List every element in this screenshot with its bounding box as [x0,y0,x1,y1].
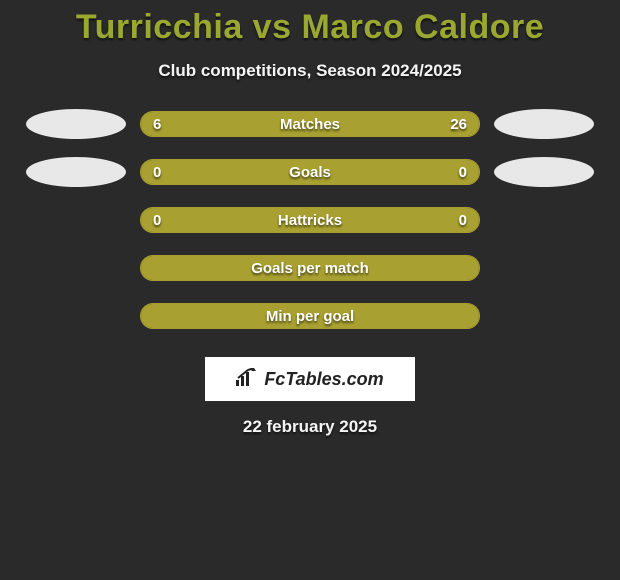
stat-value-right: 0 [459,208,467,232]
left-oval [26,109,126,139]
stat-label: Hattricks [141,208,479,232]
stat-bar: 0Goals0 [140,159,480,185]
subtitle: Club competitions, Season 2024/2025 [0,61,620,81]
stat-label: Goals per match [141,256,479,280]
stat-row: Goals per match [0,253,620,283]
right-oval [494,301,594,331]
stats-container: 6Matches260Goals00Hattricks0Goals per ma… [0,109,620,331]
left-oval [26,157,126,187]
stat-label: Goals [141,160,479,184]
stat-value-right: 0 [459,160,467,184]
fctables-logo[interactable]: FcTables.com [205,357,415,401]
chart-icon [236,368,258,391]
right-oval [494,205,594,235]
stat-bar: Min per goal [140,303,480,329]
stat-row: 6Matches26 [0,109,620,139]
left-oval [26,301,126,331]
stat-row: 0Hattricks0 [0,205,620,235]
stat-row: Min per goal [0,301,620,331]
page-title: Turricchia vs Marco Caldore [0,8,620,47]
stat-bar: 0Hattricks0 [140,207,480,233]
stat-label: Matches [141,112,479,136]
right-oval [494,253,594,283]
left-oval [26,205,126,235]
stat-bar: 6Matches26 [140,111,480,137]
logo-text: FcTables.com [264,369,383,390]
right-oval [494,109,594,139]
stat-value-right: 26 [450,112,467,136]
stat-row: 0Goals0 [0,157,620,187]
date-label: 22 february 2025 [0,417,620,437]
stat-bar: Goals per match [140,255,480,281]
stat-label: Min per goal [141,304,479,328]
right-oval [494,157,594,187]
left-oval [26,253,126,283]
